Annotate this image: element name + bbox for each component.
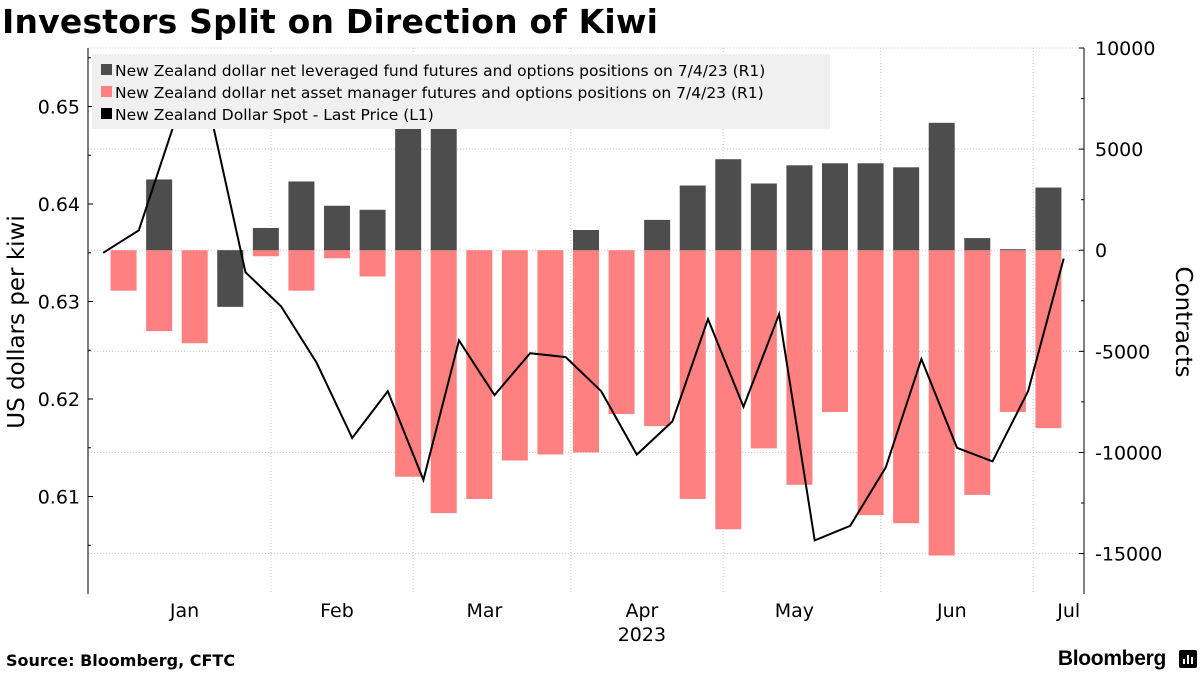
right-tick-label: 0 [1095, 240, 1107, 262]
asset-manager-bar [430, 250, 457, 514]
leveraged-fund-bar [715, 159, 742, 251]
asset-manager-bar [146, 250, 173, 332]
leveraged-fund-bar [359, 209, 386, 251]
left-tick-label: 0.62 [38, 389, 80, 411]
leveraged-fund-bar [679, 185, 706, 251]
left-tick-label: 0.61 [38, 487, 80, 509]
right-tick-label: -5000 [1095, 341, 1150, 363]
asset-manager-bar [501, 250, 528, 461]
left-tick-label: 0.63 [38, 292, 80, 314]
leveraged-fund-bar [857, 163, 884, 251]
asset-manager-bar [999, 250, 1026, 412]
legend-label: New Zealand dollar net leveraged fund fu… [115, 62, 765, 80]
right-tick-label: 5000 [1095, 139, 1143, 161]
legend-box [92, 54, 830, 129]
x-tick-label: Mar [466, 600, 502, 622]
asset-manager-bars [110, 250, 1062, 556]
asset-manager-bar [928, 250, 955, 556]
asset-manager-bar [644, 250, 671, 427]
legend-swatch [101, 108, 112, 119]
leveraged-fund-bar [573, 230, 599, 251]
leveraged-fund-bar [1035, 187, 1062, 251]
legend-label: New Zealand Dollar Spot - Last Price (L1… [115, 106, 434, 124]
leveraged-fund-bar [822, 163, 848, 251]
x-tick-label: May [775, 600, 814, 622]
asset-manager-bar [964, 250, 991, 495]
leveraged-fund-bar [786, 165, 813, 251]
leveraged-fund-bar [644, 219, 671, 251]
axes [87, 47, 1085, 594]
leveraged-fund-bar [999, 249, 1026, 251]
asset-manager-bar [1035, 250, 1062, 429]
leveraged-fund-bar [324, 205, 350, 251]
right-axis-title: Contracts [1170, 267, 1196, 378]
asset-manager-bar [252, 250, 279, 257]
brand-chart-icon [1179, 650, 1197, 668]
leveraged-fund-bar [252, 227, 279, 251]
chart-legend: New Zealand dollar net leveraged fund fu… [92, 54, 830, 129]
axis-labels: 0.61 0.62 0.63 0.64 0.65 -15000 -10000 -5000 0 50… [4, 38, 1196, 646]
x-tick-label: Jan [169, 600, 199, 622]
x-tick-label: Feb [320, 600, 354, 622]
leveraged-fund-bar [288, 181, 315, 251]
spot-price-line [102, 110, 1065, 542]
left-tick-label: 0.64 [38, 194, 80, 216]
asset-manager-bar [857, 250, 884, 516]
leveraged-fund-bar [964, 238, 991, 251]
asset-manager-bar [537, 250, 564, 455]
spot-price-polyline [102, 110, 1065, 542]
asset-manager-bar [324, 250, 350, 259]
right-tick-label: -10000 [1095, 442, 1162, 464]
legend-label: New Zealand dollar net asset manager fut… [115, 84, 764, 102]
x-tick-label: Jun [936, 600, 967, 622]
asset-manager-bar [181, 250, 208, 344]
asset-manager-bar [288, 250, 315, 291]
legend-swatch [101, 86, 112, 97]
leveraged-fund-bar [217, 250, 244, 307]
leveraged-fund-bar [928, 122, 955, 251]
asset-manager-bar [893, 250, 920, 524]
x-tick-label: Apr [625, 600, 658, 622]
legend-swatch [101, 64, 112, 75]
asset-manager-bar [608, 250, 635, 415]
asset-manager-bar [573, 250, 599, 453]
leveraged-fund-bar [893, 167, 920, 251]
leveraged-fund-bar [750, 183, 777, 251]
asset-manager-bar [395, 250, 422, 477]
asset-manager-bar [110, 250, 137, 291]
source-note: Source: Bloomberg, CFTC [6, 651, 236, 670]
right-tick-label: 10000 [1095, 38, 1155, 60]
asset-manager-bar [679, 250, 706, 499]
chart-title: Investors Split on Direction of Kiwi [2, 2, 659, 41]
x-tick-label: Jul [1056, 600, 1080, 622]
asset-manager-bar [466, 250, 493, 499]
asset-manager-bar [822, 250, 848, 412]
leveraged-fund-bar [146, 179, 173, 251]
asset-manager-bar [750, 250, 777, 449]
x-year-label: 2023 [618, 624, 666, 646]
leveraged-fund-bars [146, 78, 1062, 307]
asset-manager-bar [359, 250, 386, 277]
left-tick-label: 0.65 [38, 97, 80, 119]
left-axis-title: US dollars per kiwi [4, 215, 30, 428]
brand-logo: Bloomberg [1057, 647, 1166, 670]
right-tick-label: -15000 [1095, 544, 1162, 566]
